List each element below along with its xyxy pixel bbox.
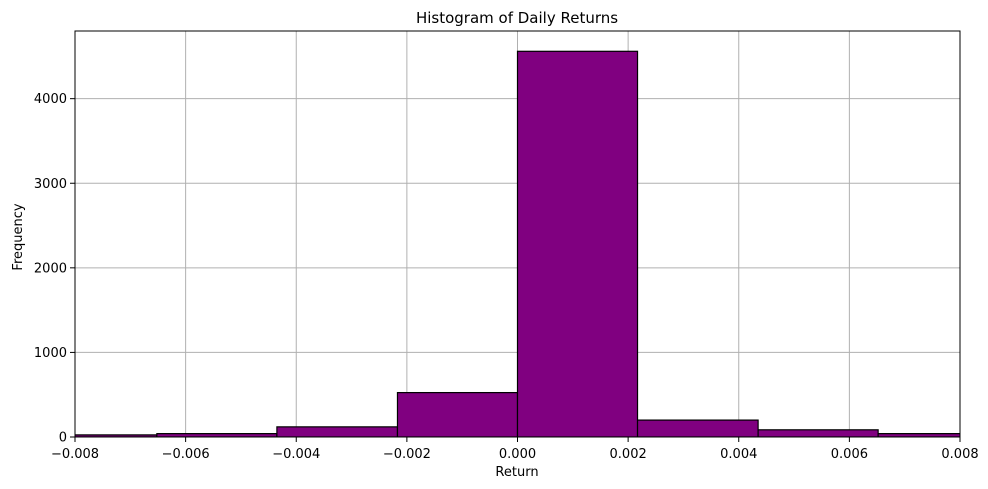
x-tick-label: 0.004 <box>720 447 757 462</box>
bars <box>75 50 960 437</box>
x-tick-label: −0.004 <box>272 447 320 462</box>
y-tick-label: 2000 <box>34 261 67 276</box>
x-axis-ticks: −0.008 −0.006 −0.004 −0.002 0.000 0.002 0.004 0… <box>51 437 979 462</box>
histogram-bar <box>276 426 399 437</box>
histogram-bar <box>877 433 960 437</box>
y-axis-title: Frequency <box>11 203 26 270</box>
x-tick-label: 0.006 <box>831 447 868 462</box>
histogram-bar <box>636 419 759 437</box>
y-axis-ticks: 0 1000 2000 3000 4000 <box>34 92 75 446</box>
y-tick-label: 0 <box>59 431 67 446</box>
histogram-bar <box>757 429 879 437</box>
x-tick-label: 0.002 <box>610 447 647 462</box>
chart-title: Histogram of Daily Returns <box>416 9 618 27</box>
x-tick-label: 0.008 <box>941 447 978 462</box>
histogram-bar <box>156 433 278 437</box>
x-axis-title: Return <box>495 465 538 480</box>
x-tick-label: −0.006 <box>162 447 210 462</box>
y-tick-label: 3000 <box>34 177 67 192</box>
x-tick-label: −0.008 <box>51 447 99 462</box>
y-tick-label: 1000 <box>34 346 67 361</box>
x-tick-label: −0.002 <box>383 447 431 462</box>
x-tick-label: 0.000 <box>499 447 536 462</box>
histogram-bar <box>516 50 639 437</box>
histogram-bar <box>396 391 519 437</box>
y-tick-label: 4000 <box>34 92 67 107</box>
